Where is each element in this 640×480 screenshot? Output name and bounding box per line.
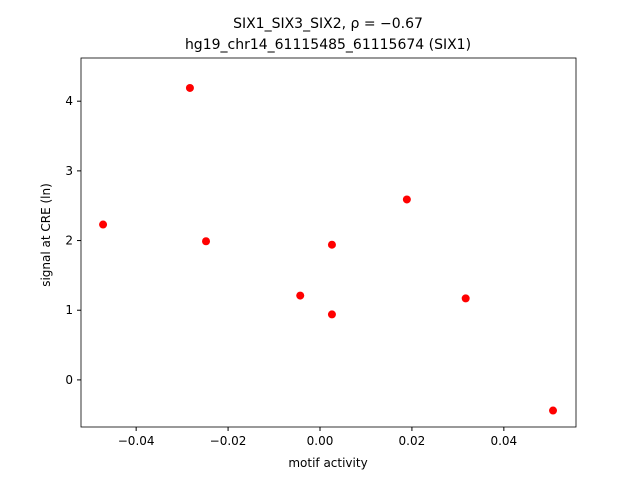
x-tick-label: 0.04: [490, 434, 517, 448]
x-tick-label: −0.02: [210, 434, 247, 448]
point: [549, 406, 558, 415]
point: [99, 220, 108, 229]
point: [402, 195, 411, 204]
y-tick-label: 2: [65, 234, 73, 248]
y-tick-label: 0: [65, 373, 73, 387]
point: [327, 240, 336, 249]
y-axis-label: signal at CRE (ln): [39, 183, 53, 287]
point: [296, 291, 305, 300]
x-tick-label: 0.02: [399, 434, 426, 448]
chart-title: SIX1_SIX3_SIX2, ρ = −0.67: [233, 16, 423, 32]
point: [202, 237, 211, 246]
point: [327, 310, 336, 319]
plot-frame: [80, 57, 577, 428]
point: [461, 294, 470, 303]
y-tick-label: 1: [65, 303, 73, 317]
x-tick-label: −0.04: [118, 434, 155, 448]
y-tick-label: 4: [65, 94, 73, 108]
chart-subtitle: hg19_chr14_61115485_61115674 (SIX1): [185, 37, 471, 53]
x-tick-label: 0.00: [307, 434, 334, 448]
point: [185, 83, 194, 92]
y-tick-label: 3: [65, 164, 73, 178]
x-axis-label: motif activity: [288, 456, 367, 470]
